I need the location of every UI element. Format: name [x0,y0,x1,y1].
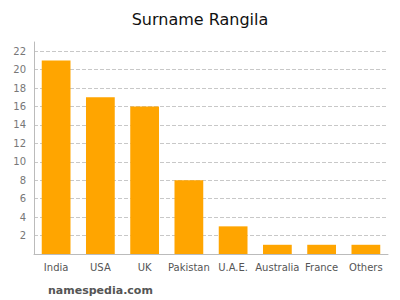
svg-text:14: 14 [13,119,26,130]
svg-text:UK: UK [138,262,152,273]
svg-text:22: 22 [13,46,26,57]
svg-text:Others: Others [349,262,383,273]
svg-text:U.A.E.: U.A.E. [218,262,248,273]
svg-text:4: 4 [20,212,26,223]
svg-text:20: 20 [13,64,26,75]
svg-text:2: 2 [20,230,26,241]
svg-text:18: 18 [13,83,26,94]
svg-text:6: 6 [20,193,26,204]
svg-text:India: India [44,262,69,273]
svg-text:8: 8 [20,175,26,186]
svg-text:France: France [305,262,338,273]
svg-text:Pakistan: Pakistan [168,262,210,273]
svg-text:Surname Rangila: Surname Rangila [132,10,269,29]
svg-text:USA: USA [90,262,111,273]
svg-text:16: 16 [13,101,26,112]
svg-text:12: 12 [13,138,26,149]
svg-text:10: 10 [13,156,26,167]
svg-text:Australia: Australia [255,262,299,273]
svg-text:namespedia.com: namespedia.com [48,284,153,297]
